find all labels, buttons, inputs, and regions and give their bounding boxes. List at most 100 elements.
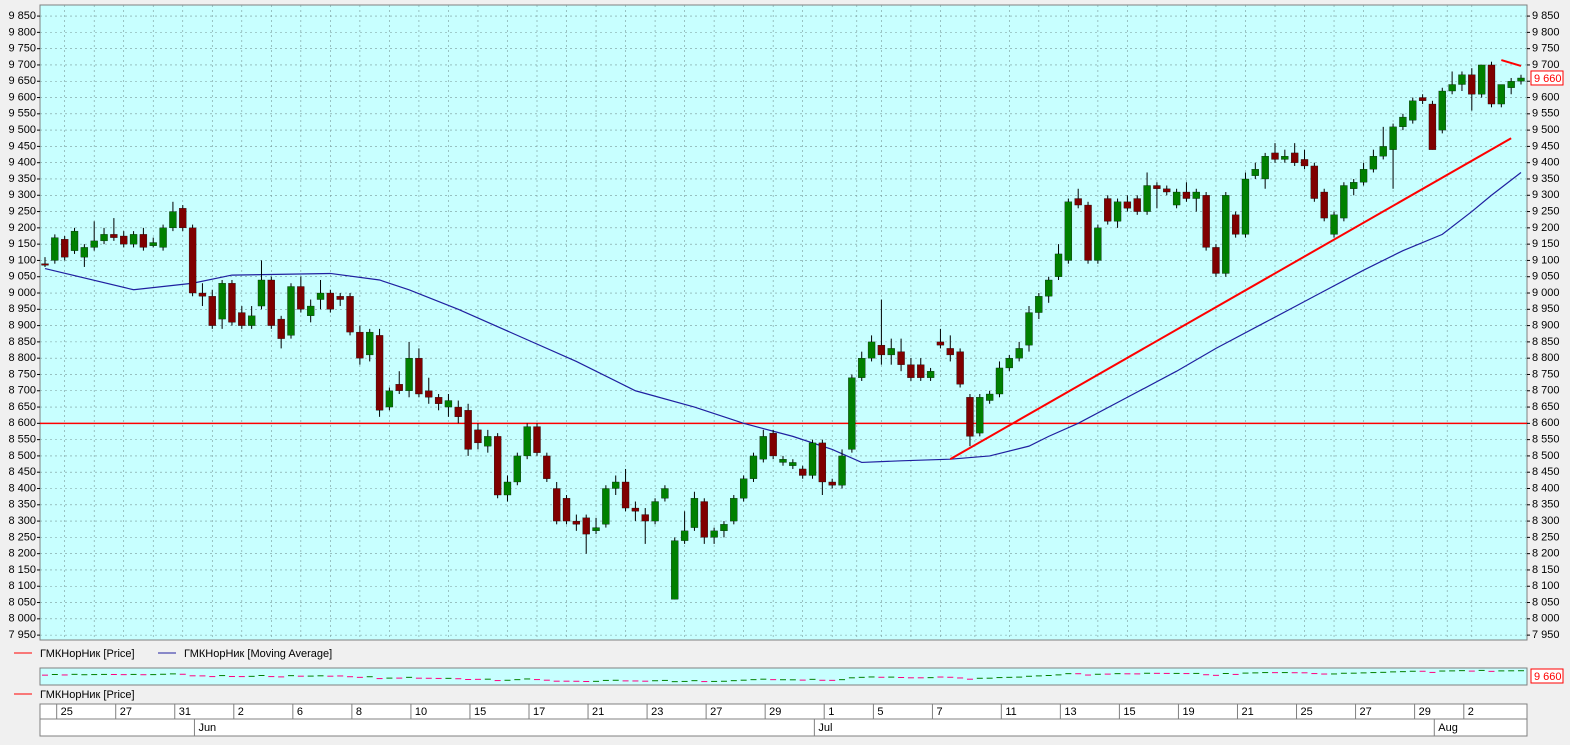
y-tick-label: 8 600 <box>1532 417 1560 429</box>
y-tick-label: 9 350 <box>1532 173 1560 185</box>
y-tick-label: 8 950 <box>1532 303 1560 315</box>
y-tick-label: 9 500 <box>1532 124 1560 136</box>
candle-body <box>1477 64 1486 95</box>
y-tick-label: 8 050 <box>1532 596 1560 608</box>
candle-body <box>1487 64 1496 105</box>
moving-average <box>44 171 1522 464</box>
x-tick-label: 19 <box>1182 706 1194 718</box>
candle-body <box>51 237 59 261</box>
candle-body <box>828 481 836 486</box>
y-tick-label: 9 850 <box>8 10 36 22</box>
candle-body <box>326 292 335 310</box>
candle-body <box>631 507 640 512</box>
candle-body <box>247 315 256 326</box>
candle-body <box>936 341 945 346</box>
y-tick-label: 9 550 <box>8 108 36 120</box>
y-tick-label: 8 000 <box>1532 613 1560 625</box>
y-tick-label: 8 050 <box>8 596 36 608</box>
x-tick-label: 21 <box>592 706 604 718</box>
candle-body <box>1035 296 1043 313</box>
y-tick-label: 8 500 <box>8 450 36 462</box>
candle-body <box>179 208 187 229</box>
candle-body <box>218 283 226 320</box>
y-tick-label: 8 850 <box>1532 336 1560 348</box>
y-tick-label: 8 550 <box>8 434 36 446</box>
candle-body <box>1094 227 1102 261</box>
y-tick-label: 8 750 <box>1532 368 1560 380</box>
y-tick-label: 8 400 <box>1532 482 1560 494</box>
candle-body <box>1468 74 1476 95</box>
x-tick-label: 5 <box>877 706 883 718</box>
candle-body <box>1320 191 1328 219</box>
candle-body <box>277 318 285 339</box>
y-tick-label: 8 350 <box>1532 499 1560 511</box>
candle-body <box>110 234 118 238</box>
y-tick-label: 8 550 <box>1532 434 1560 446</box>
candle-body <box>1399 116 1407 128</box>
candle-body <box>887 348 895 356</box>
candle-body <box>956 351 964 385</box>
candle-body <box>1517 77 1525 82</box>
candle-body <box>1350 182 1358 189</box>
y-tick-label: 9 800 <box>8 26 36 38</box>
candle-body <box>680 530 689 541</box>
x-tick-label: 27 <box>1360 706 1372 718</box>
y-tick-label: 8 300 <box>1532 515 1560 527</box>
x-tick-label: 11 <box>1005 706 1016 718</box>
month-label: Jun <box>198 722 216 734</box>
candle-body <box>946 348 954 356</box>
candle-body <box>1143 185 1151 212</box>
candle-body <box>100 234 108 242</box>
x-tick-label: 17 <box>533 706 545 718</box>
candle-body <box>159 227 167 248</box>
candle-body <box>1222 195 1230 274</box>
y-tick-label: 9 850 <box>1532 10 1560 22</box>
candle-body <box>1192 191 1200 199</box>
y-tick-label: 8 950 <box>8 303 36 315</box>
candle-body <box>1104 198 1112 222</box>
y-tick-label: 8 900 <box>8 320 36 332</box>
candle-body <box>562 498 571 522</box>
candle-body <box>533 426 541 453</box>
x-tick-label: 15 <box>474 706 486 718</box>
x-tick-label: 10 <box>415 706 427 718</box>
candle-body <box>70 230 79 251</box>
y-tick-label: 9 800 <box>1532 26 1560 38</box>
y-tick-label: 8 500 <box>1532 450 1560 462</box>
x-tick-label: 8 <box>356 706 362 718</box>
candle-body <box>188 227 197 294</box>
y-tick-label: 8 650 <box>1532 401 1560 413</box>
y-tick-label: 8 250 <box>1532 531 1560 543</box>
y-tick-label: 9 050 <box>8 271 36 283</box>
y-tick-label: 9 000 <box>1532 287 1560 299</box>
candle-body <box>405 358 413 391</box>
last-price-box <box>1530 668 1564 684</box>
candle-body <box>1163 188 1171 193</box>
x-tick-label: 27 <box>710 706 722 718</box>
y-tick-label: 8 000 <box>8 613 36 625</box>
x-tick-label: 31 <box>179 706 191 718</box>
candle-body <box>838 455 846 486</box>
y-tick-label: 9 650 <box>8 75 36 87</box>
candle-body <box>976 397 984 434</box>
x-tick-label: 1 <box>828 706 834 718</box>
candle-body <box>1251 169 1259 176</box>
month-label: Aug <box>1438 722 1458 734</box>
y-tick-label: 9 100 <box>1532 254 1560 266</box>
candle-body <box>818 442 827 483</box>
trend-line <box>949 137 1512 461</box>
date-strip <box>39 703 1528 737</box>
candle-body <box>385 390 394 408</box>
x-tick-label: 2 <box>1468 706 1474 718</box>
candle-body <box>395 384 403 391</box>
candle-body <box>41 263 49 266</box>
candle-body <box>1064 201 1073 261</box>
candle-body <box>1172 191 1181 206</box>
candle-body <box>1281 156 1289 160</box>
candle-body <box>867 341 876 359</box>
candle-body <box>169 211 177 229</box>
x-tick-label: 25 <box>1301 706 1313 718</box>
y-tick-label: 9 150 <box>1532 238 1560 250</box>
y-tick-label: 8 300 <box>8 515 36 527</box>
